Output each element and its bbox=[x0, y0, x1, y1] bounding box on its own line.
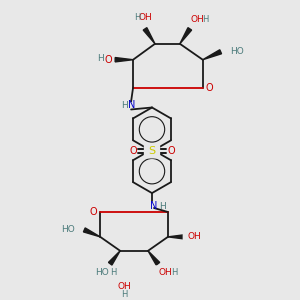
FancyBboxPatch shape bbox=[183, 230, 204, 243]
Polygon shape bbox=[180, 28, 192, 44]
Text: HO: HO bbox=[61, 225, 75, 234]
Text: H: H bbox=[134, 14, 140, 22]
Text: N: N bbox=[150, 201, 158, 211]
Polygon shape bbox=[203, 50, 222, 60]
Text: OH: OH bbox=[188, 232, 202, 242]
FancyBboxPatch shape bbox=[145, 145, 160, 158]
Polygon shape bbox=[115, 58, 133, 62]
Text: O: O bbox=[167, 146, 175, 156]
Text: N: N bbox=[128, 100, 136, 110]
Text: HO: HO bbox=[230, 47, 244, 56]
Text: O: O bbox=[206, 82, 214, 93]
Text: S: S bbox=[148, 146, 156, 156]
Polygon shape bbox=[109, 251, 120, 265]
Text: OH: OH bbox=[158, 268, 172, 277]
Text: O: O bbox=[129, 146, 137, 156]
Polygon shape bbox=[148, 251, 160, 265]
Text: H: H bbox=[97, 54, 104, 63]
Text: H: H bbox=[171, 268, 177, 277]
Text: HO: HO bbox=[95, 268, 109, 277]
Polygon shape bbox=[83, 228, 100, 237]
Text: O: O bbox=[104, 55, 112, 65]
Text: O: O bbox=[89, 207, 97, 217]
FancyBboxPatch shape bbox=[154, 266, 176, 279]
Text: H: H bbox=[202, 15, 209, 24]
Polygon shape bbox=[143, 28, 155, 44]
Text: OH: OH bbox=[138, 14, 152, 22]
Text: OH: OH bbox=[117, 282, 131, 291]
Text: OH: OH bbox=[191, 15, 205, 24]
Polygon shape bbox=[168, 235, 185, 239]
Text: H: H bbox=[121, 290, 127, 299]
Text: H: H bbox=[160, 202, 166, 211]
Text: H: H bbox=[121, 101, 128, 110]
Text: H: H bbox=[110, 268, 116, 277]
